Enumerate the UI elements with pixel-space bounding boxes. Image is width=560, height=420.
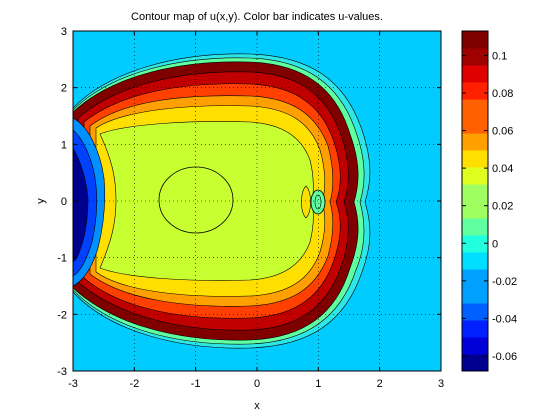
center-contour-line <box>158 166 234 234</box>
colorbar-tick-label: 0.1 <box>492 50 507 62</box>
colorbar-swatch <box>462 31 488 49</box>
colorbar-frame <box>461 30 489 372</box>
y-tick-label: 0 <box>61 196 67 208</box>
colorbar-swatch <box>462 218 488 236</box>
y-tick-label: -1 <box>57 253 67 265</box>
right-neck-contour <box>301 185 311 219</box>
colorbar-tick-label: -0.04 <box>492 313 517 325</box>
y-axis-label: y <box>35 198 47 204</box>
colorbar-swatch <box>462 320 488 338</box>
x-tick-label: 1 <box>315 378 321 390</box>
colorbar-swatch <box>462 167 488 185</box>
plot-area: -3 -2 -1 0 1 2 3 3 2 1 0 -1 -2 -3 <box>57 26 444 390</box>
colorbar-swatch <box>462 82 488 100</box>
colorbar-swatch <box>462 286 488 304</box>
colorbar-tick-label: -0.06 <box>492 351 517 363</box>
x-axis: -3 -2 -1 0 1 2 3 <box>68 31 444 390</box>
colorbar-tick-label: 0 <box>492 238 498 250</box>
colorbar: 0.1 0.08 0.06 0.04 0.02 0 -0.02 -0.04 -0.06 <box>461 30 517 372</box>
colorbar-swatch <box>462 150 488 168</box>
colorbar-swatch <box>462 116 488 134</box>
y-tick-label: -2 <box>57 309 67 321</box>
x-axis-label: x <box>254 400 260 412</box>
grid-lines <box>73 31 441 371</box>
colorbar-tick-label: 0.02 <box>492 201 513 213</box>
chart-title: Contour map of u(x,y). Color bar indicat… <box>131 11 383 23</box>
x-tick-label: 0 <box>254 378 260 390</box>
y-tick-label: -3 <box>57 366 67 378</box>
x-tick-label: 3 <box>438 378 444 390</box>
colorbar-swatch <box>462 184 488 202</box>
colorbar-tick-label: 0.06 <box>492 126 513 138</box>
colorbar-swatch <box>462 133 488 151</box>
colorbar-swatch <box>462 252 488 270</box>
contour-band-yellow-green <box>99 121 314 281</box>
colorbar-swatch <box>462 65 488 83</box>
colorbar-swatch <box>462 48 488 66</box>
colorbar-swatch <box>462 354 488 372</box>
colorbar-swatch <box>462 235 488 253</box>
x-tick-label: -1 <box>191 378 201 390</box>
colorbar-tick-label: -0.02 <box>492 276 517 288</box>
x-tick-label: -3 <box>68 378 78 390</box>
colorbar-swatch <box>462 201 488 219</box>
y-tick-label: 1 <box>61 139 67 151</box>
contour-lobe-dark-blue <box>73 147 89 263</box>
right-small-contour <box>310 189 326 215</box>
right-small-contour-inner <box>314 194 322 210</box>
colorbar-swatch <box>462 269 488 287</box>
colorbar-swatch <box>462 99 488 117</box>
colorbar-tick-label: 0.08 <box>492 88 513 100</box>
colorbar-swatch <box>462 303 488 321</box>
x-tick-label: -2 <box>129 378 139 390</box>
x-tick-label: 2 <box>377 378 383 390</box>
y-axis: 3 2 1 0 -1 -2 -3 <box>57 26 441 378</box>
y-tick-label: 3 <box>61 26 67 38</box>
y-tick-label: 2 <box>61 83 67 95</box>
colorbar-tick-label: 0.04 <box>492 163 513 175</box>
colorbar-swatch <box>462 337 488 355</box>
